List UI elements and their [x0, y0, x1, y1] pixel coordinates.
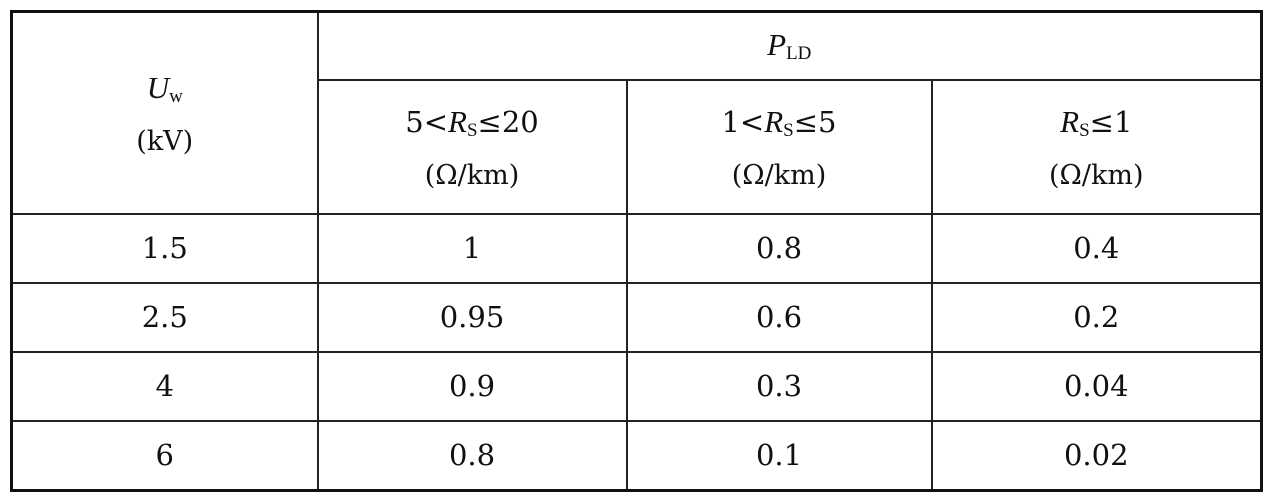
value-cell: 0.1 — [625, 420, 933, 492]
uw-cell: 4 — [10, 351, 319, 422]
rs-unit: (Ω/km) — [731, 159, 827, 191]
pld-header-cell: PLD — [316, 10, 1263, 81]
rs-range: 5<RS≤20 — [405, 103, 539, 141]
uw-cell: 2.5 — [10, 282, 319, 353]
value-cell: 0.9 — [316, 351, 628, 422]
rs-unit: (Ω/km) — [1049, 159, 1144, 191]
data-table: Uw (kV) PLD 5<RS≤20 (Ω/km) 1<RS≤5 (Ω/km)… — [10, 10, 1264, 492]
uw-unit: (kV) — [136, 125, 194, 157]
table-row: 4 0.9 0.3 0.04 — [10, 351, 1263, 422]
rs-range: 1<RS≤5 — [721, 103, 837, 141]
value-cell: 0.8 — [316, 420, 628, 492]
rs-range: RS≤1 — [1060, 103, 1133, 141]
value-cell: 0.04 — [930, 351, 1263, 422]
rs-unit: (Ω/km) — [424, 159, 520, 191]
uw-symbol: Uw — [146, 69, 183, 107]
value-cell: 0.6 — [625, 282, 933, 353]
rs-header-cell: RS≤1 (Ω/km) — [930, 79, 1263, 215]
rs-header-cell: 5<RS≤20 (Ω/km) — [316, 79, 628, 215]
uw-header-cell: Uw (kV) — [10, 10, 319, 215]
value-cell: 0.3 — [625, 351, 933, 422]
table-row: 2.5 0.95 0.6 0.2 — [10, 282, 1263, 353]
value-cell: 0.02 — [930, 420, 1263, 492]
value-cell: 0.2 — [930, 282, 1263, 353]
pld-symbol: P — [767, 27, 787, 62]
value-cell: 0.8 — [625, 213, 933, 284]
value-cell: 0.95 — [316, 282, 628, 353]
header-row-sub: 5<RS≤20 (Ω/km) 1<RS≤5 (Ω/km) RS≤1 (Ω/km) — [12, 79, 1263, 215]
value-cell: 0.4 — [930, 213, 1263, 284]
rs-header-cell: 1<RS≤5 (Ω/km) — [625, 79, 933, 215]
table-row: 6 0.8 0.1 0.02 — [10, 420, 1263, 492]
table-row: 1.5 1 0.8 0.4 — [10, 213, 1263, 284]
header-row-top: Uw (kV) PLD — [10, 10, 1263, 215]
uw-cell: 1.5 — [10, 213, 319, 284]
uw-cell: 6 — [10, 420, 319, 492]
value-cell: 1 — [316, 213, 628, 284]
pld-subscript: LD — [786, 43, 812, 64]
